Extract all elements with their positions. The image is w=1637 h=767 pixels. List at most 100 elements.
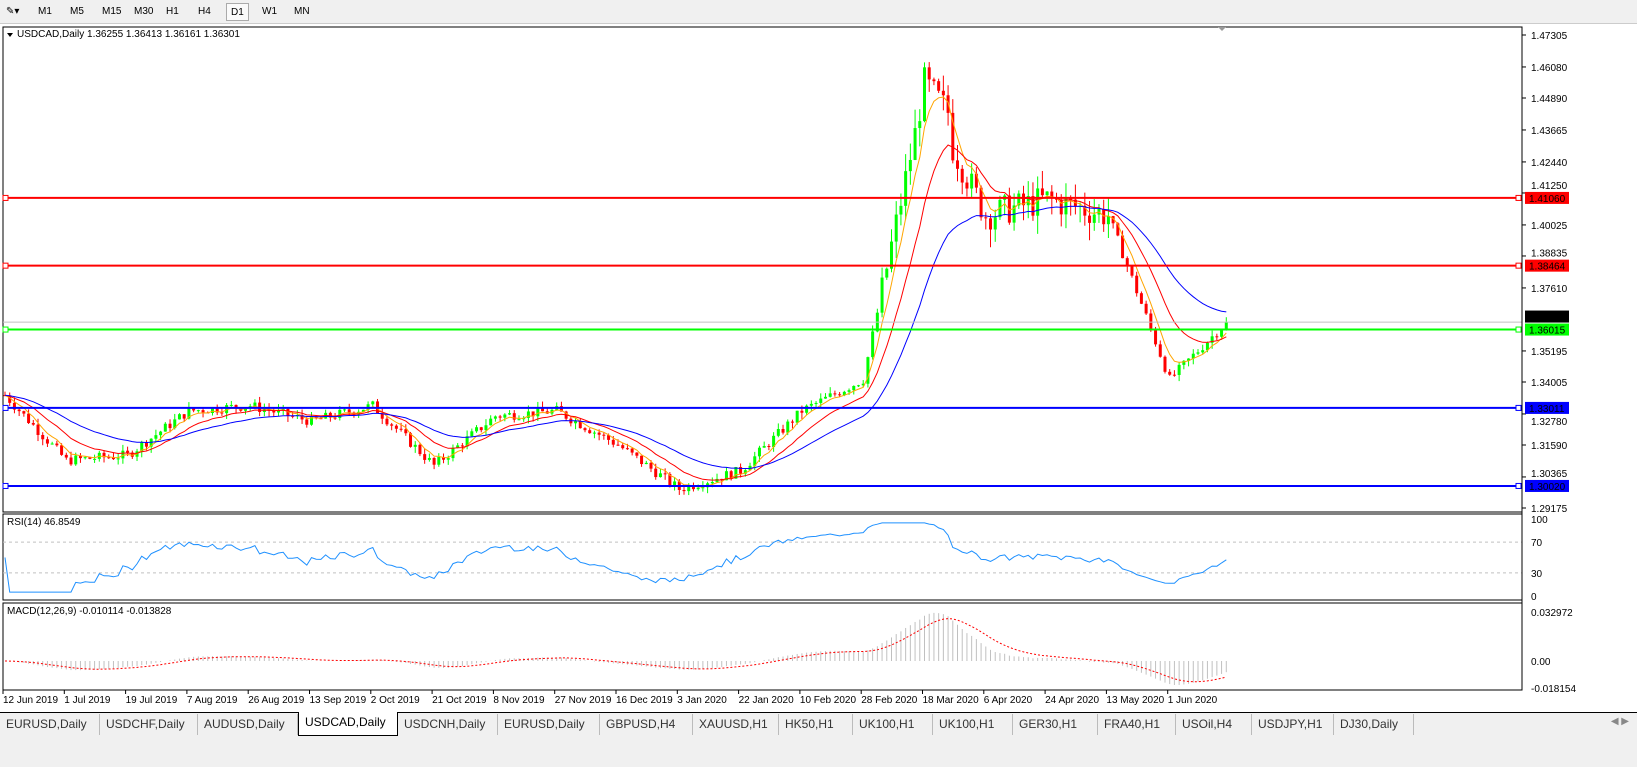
candle-body	[347, 409, 351, 413]
candle-body	[616, 444, 620, 446]
candle-body	[1092, 214, 1096, 223]
chart-tab[interactable]: UK100,H1	[933, 714, 1013, 735]
line-handle	[2, 326, 9, 333]
timeframe-toolbar: ✎▾ M1 M5 M15 M30 H1 H4 D1 W1 MN	[0, 0, 1637, 24]
candle-body	[762, 446, 766, 448]
candle-body	[621, 445, 625, 449]
price-tick-label: 1.31590	[1531, 441, 1568, 452]
candle-body	[781, 429, 785, 433]
tab-scroll-arrows-icon[interactable]: ◀ ▶	[1610, 716, 1629, 727]
ma-slow-line	[4, 205, 1227, 470]
chart-tab[interactable]: EURUSD,Daily	[0, 714, 100, 735]
candle-body	[1007, 195, 1011, 223]
chart-tab[interactable]: FRA40,H1	[1098, 714, 1176, 735]
price-chart[interactable]: 1.47305 1.46080 1.44890 1.43665 1.42440 1.412…	[0, 24, 1637, 712]
macd-axis-label: 0.032972	[1531, 608, 1573, 619]
candle-body	[107, 457, 111, 459]
drawing-tools-icon[interactable]: ✎▾	[6, 6, 20, 17]
timeframe-h1[interactable]: H1	[166, 6, 179, 17]
candle-body	[225, 405, 229, 414]
chart-tabs: EURUSD,Daily USDCHF,Daily AUDUSD,Daily USDC…	[0, 712, 1637, 736]
rsi-pane-frame	[2, 513, 1523, 601]
price-tick-label: 1.30365	[1531, 469, 1568, 480]
candle-body	[159, 431, 163, 436]
candle-body	[597, 432, 601, 435]
candle-body	[201, 410, 205, 413]
candle-body	[1017, 193, 1021, 206]
price-tick-label: 1.38835	[1531, 249, 1568, 260]
date-tick-label: 24 Apr 2020	[1045, 695, 1099, 706]
candle-body	[795, 410, 799, 423]
macd-label: MACD(12,26,9) -0.010114 -0.013828	[7, 606, 172, 617]
timeframe-m30[interactable]: M30	[134, 6, 154, 17]
date-tick-label: 12 Jun 2019	[3, 695, 58, 706]
rsi-line	[4, 522, 1227, 593]
chart-tab[interactable]: DJ30,Daily	[1334, 714, 1414, 735]
candle-body	[691, 485, 695, 490]
chart-tab[interactable]: USDCNH,Daily	[398, 714, 498, 735]
candles	[3, 62, 1228, 496]
candle-body	[291, 415, 295, 417]
candle-body	[1083, 205, 1087, 216]
candle-body	[493, 416, 497, 419]
candle-body	[611, 439, 615, 445]
chart-tab[interactable]: UK100,H1	[853, 714, 933, 735]
candle-body	[828, 393, 832, 397]
ma-fast-line	[4, 96, 1227, 488]
chart-tab[interactable]: USOil,H4	[1176, 714, 1252, 735]
rsi-label: RSI(14) 46.8549	[7, 517, 81, 528]
candle-body	[413, 444, 417, 447]
date-tick-label: 7 Aug 2019	[187, 695, 238, 706]
chart-tab[interactable]: USDCAD,Daily	[298, 712, 398, 736]
candle-body	[446, 458, 450, 460]
timeframe-mn[interactable]: MN	[294, 6, 310, 17]
candle-body	[380, 413, 384, 419]
chart-tab[interactable]: GBPUSD,H4	[600, 714, 693, 735]
price-tick-label: 1.40025	[1531, 221, 1568, 232]
price-tick-label: 1.37610	[1531, 284, 1568, 295]
candle-body	[904, 171, 908, 206]
candle-body	[790, 421, 794, 423]
candle-body	[786, 421, 790, 433]
candle-body	[531, 411, 535, 417]
date-tick-label: 3 Jan 2020	[677, 695, 727, 706]
candle-body	[960, 168, 964, 183]
date-tick-label: 18 Mar 2020	[923, 695, 980, 706]
timeframe-w1[interactable]: W1	[262, 6, 277, 17]
chart-tab[interactable]: USDCHF,Daily	[100, 714, 198, 735]
timeframe-m5[interactable]: M5	[70, 6, 84, 17]
candle-body	[418, 444, 422, 455]
candle-body	[989, 218, 993, 230]
candle-body	[805, 405, 809, 413]
candle-body	[12, 402, 16, 410]
candle-body	[956, 160, 960, 169]
candle-body	[173, 419, 177, 429]
chart-tab[interactable]: EURUSD,Daily	[498, 714, 600, 735]
candle-body	[41, 434, 45, 440]
candle-body	[512, 413, 516, 420]
candle-body	[588, 430, 592, 434]
chart-tab[interactable]: XAUUSD,H1	[693, 714, 779, 735]
candle-body	[583, 428, 587, 431]
chart-tab[interactable]: HK50,H1	[779, 714, 853, 735]
line-handle	[1515, 262, 1522, 269]
candle-body	[333, 417, 337, 419]
level-price-tag	[1525, 259, 1569, 272]
candle-body	[592, 432, 596, 434]
candle-body	[1191, 353, 1195, 359]
chart-tab[interactable]: GER30,H1	[1013, 714, 1098, 735]
chart-tab[interactable]: AUDUSD,Daily	[198, 714, 298, 735]
timeframe-d1[interactable]: D1	[226, 3, 249, 21]
candle-body	[1064, 197, 1068, 215]
candle-body	[1111, 216, 1115, 224]
timeframe-m15[interactable]: M15	[102, 6, 122, 17]
chart-tab[interactable]: USDJPY,H1	[1252, 714, 1334, 735]
candle-body	[913, 128, 917, 160]
candle-body	[45, 439, 49, 444]
date-tick-label: 1 Jul 2019	[64, 695, 111, 706]
candle-body	[83, 457, 87, 459]
candle-body	[663, 473, 667, 475]
candle-body	[847, 390, 851, 392]
timeframe-m1[interactable]: M1	[38, 6, 52, 17]
timeframe-h4[interactable]: H4	[198, 6, 211, 17]
